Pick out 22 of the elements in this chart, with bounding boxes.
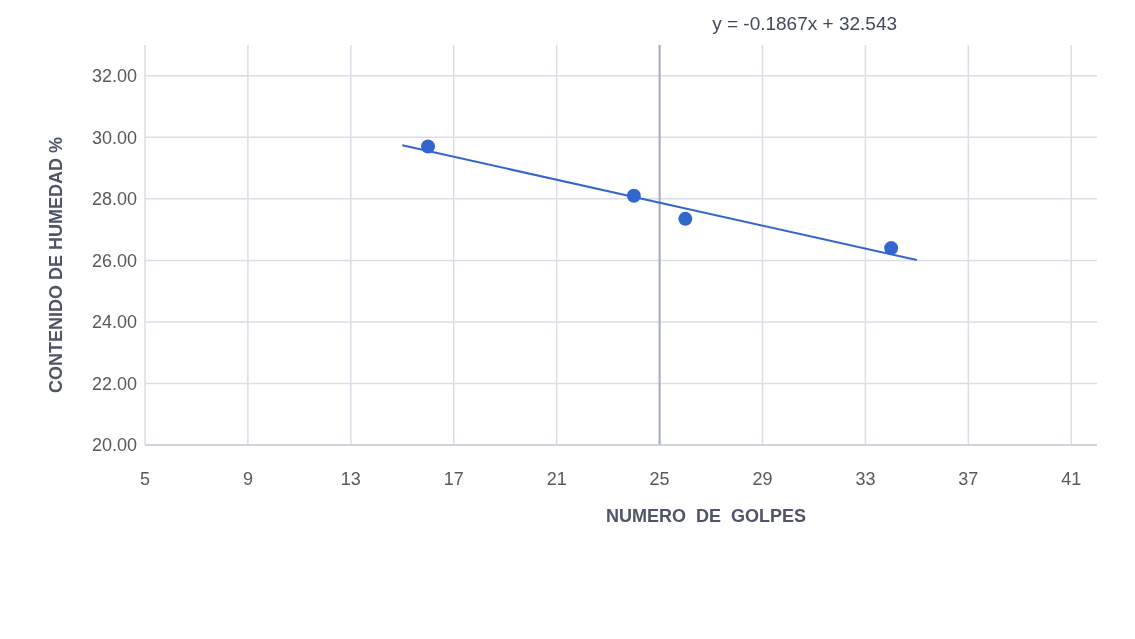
x-tick-label: 41 xyxy=(1061,469,1082,489)
y-tick-label: 20.00 xyxy=(91,435,137,456)
x-axis-title: NUMERO DE GOLPES xyxy=(605,506,807,526)
y-tick-label: 32.00 xyxy=(91,66,137,87)
y-tick-label: 24.00 xyxy=(91,312,137,333)
x-tick-label: 9 xyxy=(242,469,253,489)
y-tick-label: 22.00 xyxy=(91,373,137,394)
x-tick-label: 25 xyxy=(649,469,670,489)
x-tick-label: 21 xyxy=(546,469,567,489)
y-tick-label: 26.00 xyxy=(91,250,137,271)
x-tick-label: 37 xyxy=(958,469,979,489)
y-axis-title: CONTENIDO DE HUMEDAD % xyxy=(46,136,66,394)
point xyxy=(678,211,693,226)
y-tick-label: 30.00 xyxy=(91,127,137,148)
x-tick-label: 29 xyxy=(752,469,773,489)
x-tick-label: 5 xyxy=(139,469,151,489)
text: y = -0.1867x + 32.543 xyxy=(712,13,898,34)
x-tick-label: 17 xyxy=(443,469,464,489)
x-tick-label: 33 xyxy=(855,469,876,489)
point xyxy=(884,241,899,256)
x-tick-label: 13 xyxy=(340,469,361,489)
y-tick-label: 28.00 xyxy=(91,189,137,210)
